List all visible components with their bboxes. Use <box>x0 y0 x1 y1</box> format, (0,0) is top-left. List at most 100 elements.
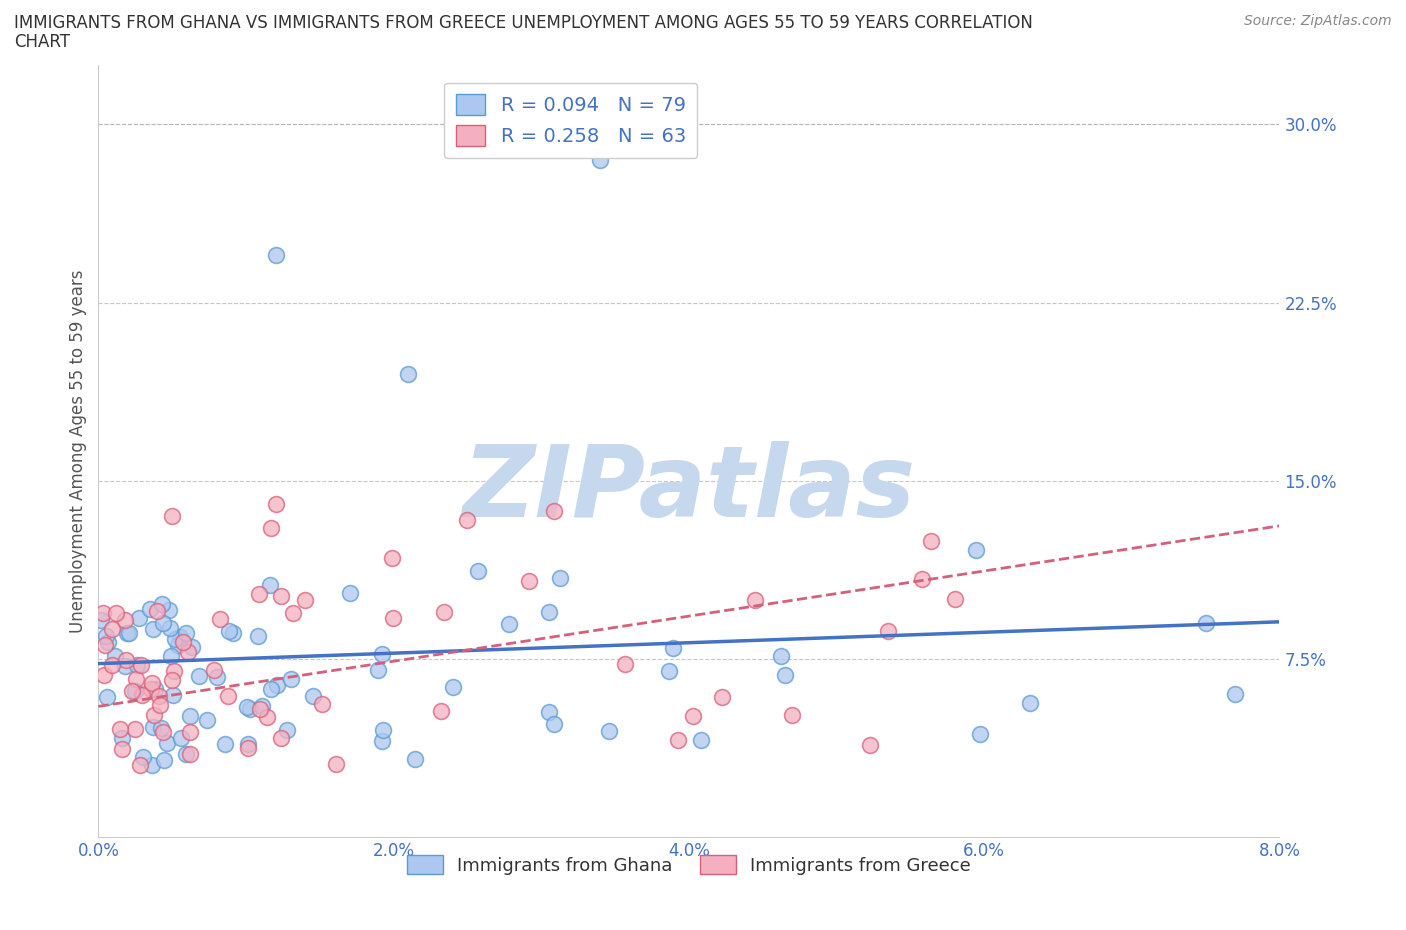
Point <box>143 682 166 697</box>
Point <box>339 586 361 601</box>
Point <box>179 709 201 724</box>
Point <box>920 534 942 549</box>
Point <box>148 688 170 703</box>
Point <box>115 653 138 668</box>
Text: Source: ZipAtlas.com: Source: ZipAtlas.com <box>1244 14 1392 28</box>
Point <box>129 758 152 773</box>
Point <box>141 682 163 697</box>
Point <box>264 497 287 512</box>
Point <box>943 592 966 607</box>
Point <box>441 679 464 694</box>
Point <box>128 611 150 626</box>
Point <box>167 637 190 652</box>
Point <box>124 684 146 698</box>
Point <box>711 690 734 705</box>
Point <box>115 625 138 640</box>
Point <box>179 747 201 762</box>
Point <box>270 731 292 746</box>
Point <box>162 687 184 702</box>
Point <box>398 366 420 381</box>
Point <box>247 587 270 602</box>
Point <box>247 629 270 644</box>
Point <box>187 669 209 684</box>
Point <box>264 247 287 262</box>
Point <box>911 571 934 586</box>
Point <box>169 731 191 746</box>
Point <box>125 671 148 686</box>
Point <box>218 623 240 638</box>
Point <box>456 512 478 527</box>
Point <box>543 504 565 519</box>
Point <box>111 730 134 745</box>
Point <box>97 635 120 650</box>
Point <box>381 551 404 565</box>
Point <box>131 687 153 702</box>
Point <box>114 658 136 673</box>
Point <box>382 611 405 626</box>
Y-axis label: Unemployment Among Ages 55 to 59 years: Unemployment Among Ages 55 to 59 years <box>69 270 87 632</box>
Point <box>302 688 325 703</box>
Point <box>90 613 112 628</box>
Point <box>96 689 118 704</box>
Point <box>174 626 197 641</box>
Point <box>744 592 766 607</box>
Point <box>276 723 298 737</box>
Point <box>114 613 136 628</box>
Point <box>169 630 191 644</box>
Point <box>548 571 571 586</box>
Point <box>172 634 194 649</box>
Point <box>146 604 169 618</box>
Point <box>280 671 302 686</box>
Point <box>179 724 201 739</box>
Point <box>108 722 131 737</box>
Point <box>195 712 218 727</box>
Point <box>598 724 620 738</box>
Point <box>538 704 561 719</box>
Point <box>162 672 184 687</box>
Point <box>152 725 174 740</box>
Text: CHART: CHART <box>14 33 70 50</box>
Point <box>153 752 176 767</box>
Point <box>876 624 898 639</box>
Point <box>159 620 181 635</box>
Point <box>239 701 262 716</box>
Point <box>141 675 163 690</box>
Point <box>1195 616 1218 631</box>
Point <box>311 697 333 711</box>
Point <box>367 663 389 678</box>
Point <box>163 664 186 679</box>
Point <box>176 644 198 659</box>
Point <box>150 721 173 736</box>
Point <box>589 153 612 167</box>
Point <box>129 658 152 673</box>
Point <box>222 626 245 641</box>
Point <box>666 733 689 748</box>
Text: IMMIGRANTS FROM GHANA VS IMMIGRANTS FROM GREECE UNEMPLOYMENT AMONG AGES 55 TO 59: IMMIGRANTS FROM GHANA VS IMMIGRANTS FROM… <box>14 14 1033 32</box>
Point <box>1018 696 1040 711</box>
Point <box>208 612 231 627</box>
Point <box>141 757 163 772</box>
Point <box>467 564 489 578</box>
Point <box>404 751 426 766</box>
Point <box>149 698 172 712</box>
Point <box>235 699 257 714</box>
Point <box>325 756 347 771</box>
Point <box>132 749 155 764</box>
Point <box>371 723 394 737</box>
Point <box>202 663 225 678</box>
Point <box>96 629 118 644</box>
Point <box>259 578 281 592</box>
Point <box>236 740 259 755</box>
Point <box>260 521 283 536</box>
Point <box>139 602 162 617</box>
Point <box>238 737 260 751</box>
Point <box>249 701 271 716</box>
Point <box>152 616 174 631</box>
Point <box>517 574 540 589</box>
Point <box>270 589 292 604</box>
Point <box>613 657 636 671</box>
Point <box>370 734 392 749</box>
Point <box>91 605 114 620</box>
Point <box>121 684 143 698</box>
Point <box>371 646 394 661</box>
